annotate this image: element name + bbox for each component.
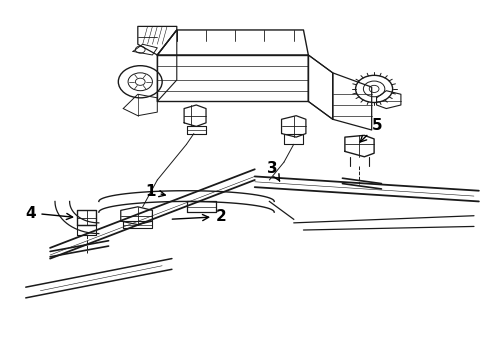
Text: 3: 3 bbox=[267, 161, 280, 181]
Text: 5: 5 bbox=[360, 118, 382, 142]
Text: 4: 4 bbox=[26, 206, 73, 221]
Text: 2: 2 bbox=[172, 209, 226, 224]
Text: 1: 1 bbox=[145, 184, 165, 199]
